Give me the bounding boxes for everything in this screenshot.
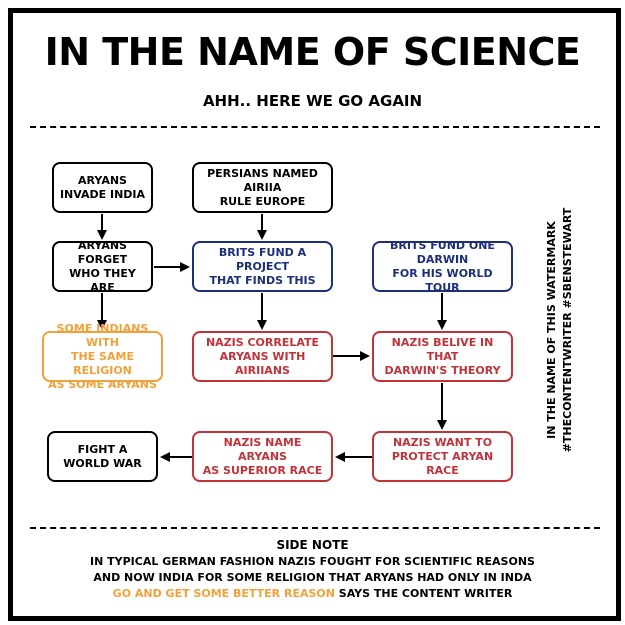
side-note-line-3: GO AND GET SOME BETTER REASON SAYS THE C… xyxy=(0,587,625,600)
side-note-line-2: AND NOW INDIA FOR SOME RELIGION THAT ARY… xyxy=(93,571,532,584)
page-subtitle: AHH.. HERE WE GO AGAIN xyxy=(202,92,423,110)
bottom-divider xyxy=(30,527,600,529)
node-some-indians: SOME INDIANS WITH THE SAME RELIGION AS S… xyxy=(42,322,163,391)
top-divider xyxy=(30,126,600,128)
node-aryans-invade-india: ARYANS INVADE INDIA xyxy=(52,162,153,213)
watermark-line-1: IN THE NAME OF THIS WATERMARK xyxy=(545,221,558,439)
node-aryans-forget: ARYANS FORGET WHO THEY ARE xyxy=(52,239,153,294)
comic-frame xyxy=(8,8,621,621)
page-title: IN THE NAME OF SCIENCE xyxy=(44,30,581,74)
side-note-line-3-rest: SAYS THE CONTENT WRITER xyxy=(334,587,513,600)
side-note-highlight: GO AND GET SOME BETTER REASON xyxy=(112,587,335,600)
node-persians-rule-europe: PERSIANS NAMED AIRIIA RULE EUROPE xyxy=(192,162,333,213)
side-note-heading: SIDE NOTE xyxy=(276,538,349,552)
node-nazis-name-aryans: NAZIS NAME ARYANS AS SUPERIOR RACE xyxy=(192,431,333,482)
node-brits-fund-darwin: BRITS FUND ONE DARWIN FOR HIS WORLD TOUR xyxy=(372,239,513,294)
node-brits-fund-project: BRITS FUND A PROJECT THAT FINDS THIS xyxy=(192,241,333,292)
node-nazis-want-protect: NAZIS WANT TO PROTECT ARYAN RACE xyxy=(372,431,513,482)
side-note-line-1: IN TYPICAL GERMAN FASHION NAZIS FOUGHT F… xyxy=(90,555,535,568)
node-fight-world-war: FIGHT A WORLD WAR xyxy=(47,431,158,482)
watermark-line-2: #THECONTENTWRITER #SBENSTEWART xyxy=(561,207,574,453)
node-nazis-belive: NAZIS BELIVE IN THAT DARWIN'S THEORY xyxy=(372,331,513,382)
node-nazis-correlate: NAZIS CORRELATE ARYANS WITH AIRIIANS xyxy=(192,331,333,382)
